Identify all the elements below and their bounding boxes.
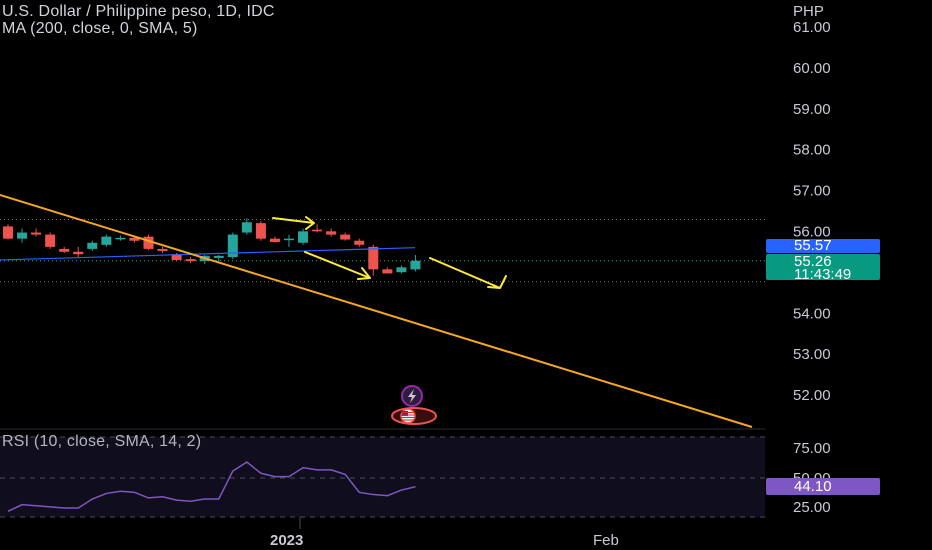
candle-body bbox=[382, 269, 393, 274]
ma-line-group bbox=[0, 247, 416, 261]
rsi-series-group bbox=[7, 461, 416, 513]
symbol-title[interactable]: U.S. Dollar / Philippine peso, 1D, IDC bbox=[2, 3, 275, 20]
candle-body bbox=[269, 238, 280, 242]
arrow-annotation bbox=[429, 257, 507, 289]
rsi-line bbox=[7, 461, 416, 513]
price-tick-label: 53.00 bbox=[793, 346, 831, 363]
candle-body bbox=[396, 267, 407, 273]
candle-series bbox=[3, 218, 421, 276]
candle-body bbox=[255, 223, 266, 239]
candle-body bbox=[185, 259, 196, 262]
price-tick-label: 56.00 bbox=[793, 224, 831, 241]
ma-line bbox=[0, 247, 416, 261]
candle-body bbox=[171, 254, 182, 260]
flag-canton bbox=[402, 411, 408, 416]
last-price-tag: 55.26 11:43:49 bbox=[766, 253, 880, 283]
arrow-annotation bbox=[304, 251, 371, 280]
rsi-pane-background bbox=[0, 428, 765, 518]
rsi-tick-label: 75.00 bbox=[793, 440, 831, 457]
currency-label: PHP bbox=[793, 3, 824, 20]
rsi-tick-label: 25.00 bbox=[793, 499, 831, 516]
candle-body bbox=[312, 229, 323, 232]
candle-body bbox=[326, 231, 337, 235]
trend-line bbox=[0, 194, 753, 428]
candle-body bbox=[284, 238, 294, 241]
time-label-feb: Feb bbox=[593, 532, 619, 549]
arrow-annotation bbox=[272, 216, 315, 230]
candle-body bbox=[59, 248, 70, 252]
candle-body bbox=[227, 234, 238, 258]
event-badges[interactable] bbox=[391, 385, 437, 425]
price-tick-label: 58.00 bbox=[793, 142, 831, 159]
candle-body bbox=[368, 246, 379, 270]
ma-indicator-legend[interactable]: MA (200, close, 0, SMA, 5) bbox=[2, 20, 198, 37]
last-price-value: 55.26 bbox=[794, 253, 832, 270]
time-label-2023: 2023 bbox=[270, 532, 303, 549]
lightning-icon bbox=[408, 389, 416, 403]
rsi-indicator-legend[interactable]: RSI (10, close, SMA, 14, 2) bbox=[2, 433, 202, 450]
candle-body bbox=[45, 234, 56, 247]
candle-body bbox=[101, 236, 112, 245]
price-tick-label: 52.00 bbox=[793, 387, 831, 404]
candle-body bbox=[129, 237, 140, 241]
candle-body bbox=[143, 236, 154, 249]
rsi-value-tag: 44.10 bbox=[766, 478, 880, 495]
candle-body bbox=[87, 242, 98, 249]
candle-body bbox=[298, 231, 309, 243]
price-tick-label: 54.00 bbox=[793, 305, 831, 322]
candle-body bbox=[241, 222, 252, 233]
price-tick-label: 60.00 bbox=[793, 60, 831, 77]
ma-value-tag: 55.57 bbox=[766, 238, 880, 253]
candle-body bbox=[410, 260, 421, 270]
candle-body bbox=[213, 255, 224, 258]
candle-body bbox=[73, 251, 84, 255]
candle-body bbox=[115, 237, 126, 240]
candle-body bbox=[31, 232, 42, 235]
price-tick-label: 61.00 bbox=[793, 19, 831, 36]
candle-body bbox=[340, 234, 351, 240]
rsi-fill bbox=[0, 437, 765, 517]
bar-countdown: 11:43:49 bbox=[794, 266, 852, 283]
price-tick-label: 57.00 bbox=[793, 183, 831, 200]
candle-body bbox=[157, 248, 168, 251]
price-tick-label: 59.00 bbox=[793, 101, 831, 118]
candle-body bbox=[354, 240, 365, 245]
candle-body bbox=[3, 226, 13, 239]
drawings bbox=[0, 194, 753, 428]
candle-body bbox=[17, 232, 28, 239]
